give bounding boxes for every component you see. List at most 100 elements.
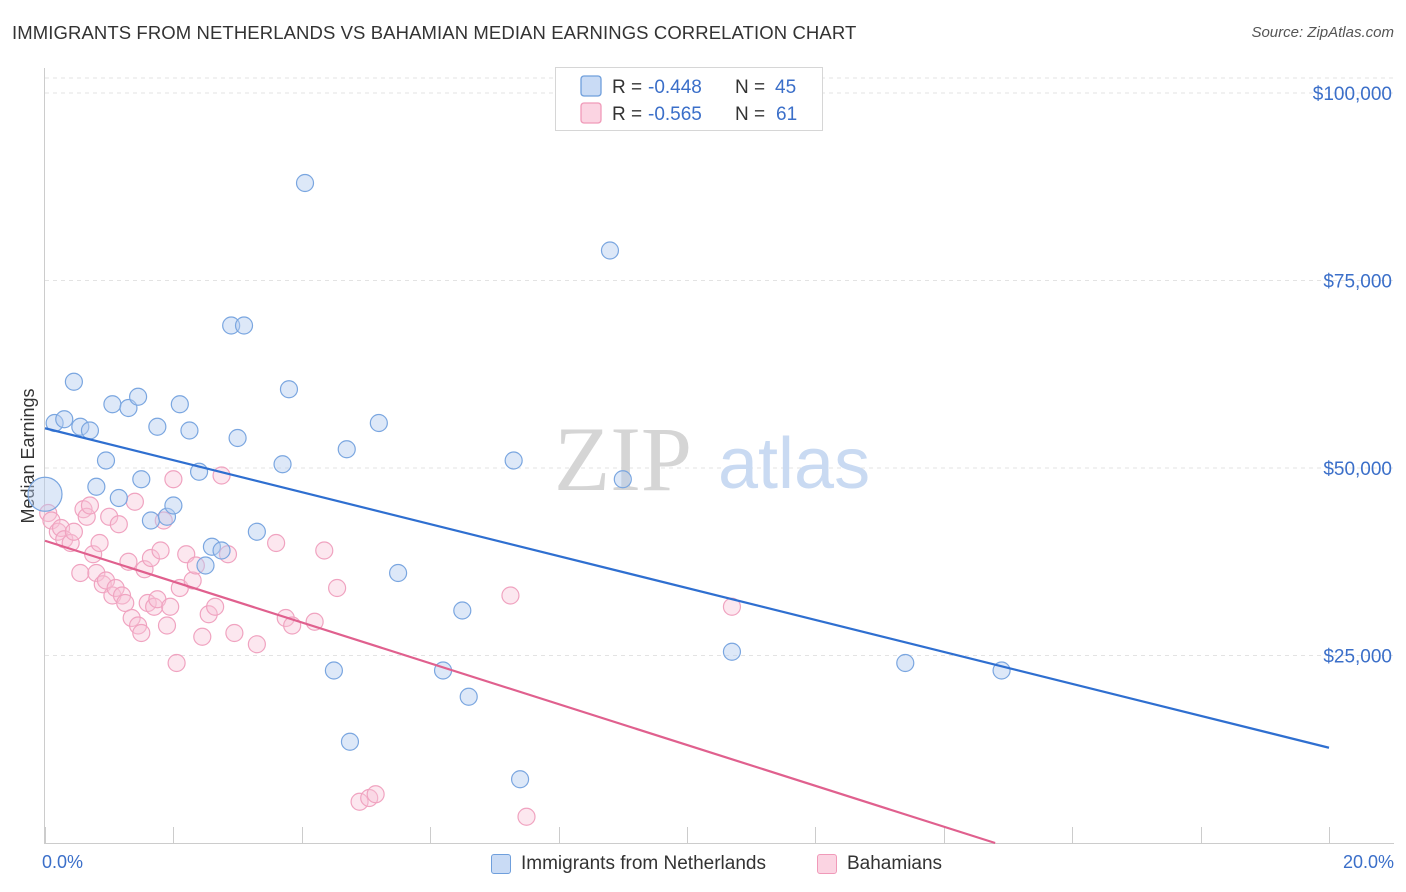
axes bbox=[44, 68, 1394, 844]
trend-line-netherlands bbox=[44, 427, 1330, 749]
legend-r-value-2: -0.565 bbox=[648, 104, 702, 125]
bahamians-point bbox=[71, 563, 90, 583]
bahamians-point bbox=[366, 785, 385, 804]
legend-r-value-1: -0.448 bbox=[648, 77, 702, 98]
bahamians-point bbox=[167, 653, 186, 673]
netherlands-point bbox=[202, 537, 222, 556]
y-tick-label: $75,000 bbox=[1323, 272, 1392, 293]
netherlands-point bbox=[273, 455, 292, 474]
y-axis-title: Median Earnings bbox=[18, 388, 38, 523]
netherlands-point bbox=[164, 496, 183, 515]
bahamians-point bbox=[157, 616, 177, 635]
bahamians-point bbox=[80, 496, 100, 515]
legend-n-label-2: N = bbox=[735, 104, 765, 125]
trend-lines bbox=[44, 427, 1330, 845]
legend-r-label-1: R = bbox=[612, 77, 642, 98]
netherlands-point bbox=[510, 770, 530, 789]
bahamians-point bbox=[161, 597, 180, 616]
netherlands-point bbox=[234, 316, 254, 335]
netherlands-point bbox=[71, 417, 90, 436]
legend-label-bahamians: Bahamians bbox=[847, 853, 943, 874]
netherlands-point bbox=[180, 421, 199, 440]
bahamians-point bbox=[212, 466, 231, 485]
watermark-atlas: atlas bbox=[718, 424, 870, 504]
bahamians-point bbox=[151, 541, 170, 560]
netherlands-point bbox=[27, 476, 63, 512]
y-tick-label: $50,000 bbox=[1323, 459, 1392, 480]
bahamians-point bbox=[77, 507, 96, 526]
bahamians-point bbox=[267, 533, 286, 553]
netherlands-point bbox=[148, 417, 167, 436]
netherlands-point bbox=[389, 563, 408, 583]
bahamians-point bbox=[164, 470, 183, 489]
bahamians-point bbox=[186, 556, 205, 575]
legend-item-bahamians: Bahamians bbox=[817, 853, 942, 875]
netherlands-point bbox=[80, 421, 100, 440]
bahamians-point bbox=[122, 608, 141, 628]
netherlands-point bbox=[896, 653, 915, 673]
legend-swatch-pink bbox=[580, 102, 602, 124]
netherlands-point bbox=[613, 470, 632, 489]
bahamians-point bbox=[90, 533, 109, 553]
bahamians-point bbox=[206, 597, 225, 616]
bahamians-point bbox=[183, 571, 202, 590]
gridlines bbox=[45, 77, 1394, 656]
bahamians-point bbox=[125, 492, 144, 511]
x-axis-ticks bbox=[45, 827, 1330, 843]
bahamians-point bbox=[96, 571, 116, 590]
netherlands-point bbox=[337, 440, 356, 459]
legend-item-netherlands: Immigrants from Netherlands bbox=[491, 853, 766, 875]
netherlands-point bbox=[103, 395, 122, 414]
netherlands-point bbox=[109, 488, 128, 508]
netherlands-point bbox=[157, 507, 177, 526]
netherlands-point bbox=[453, 601, 472, 620]
netherlands-point bbox=[247, 522, 266, 541]
netherlands-point bbox=[228, 428, 247, 448]
netherlands-point bbox=[459, 687, 478, 706]
chart-title: IMMIGRANTS FROM NETHERLANDS VS BAHAMIAN … bbox=[12, 22, 857, 43]
x-tick-label-max: 20.0% bbox=[1343, 852, 1394, 872]
watermark-zip: ZIP bbox=[554, 408, 692, 510]
netherlands-point bbox=[141, 511, 161, 530]
netherlands-point bbox=[212, 541, 231, 560]
bahamians-point bbox=[116, 593, 135, 613]
bahamians-point bbox=[247, 635, 266, 654]
legend-n-value-2: 61 bbox=[776, 104, 797, 125]
legend-swatch-blue bbox=[580, 75, 602, 97]
legend-label-netherlands: Immigrants from Netherlands bbox=[521, 853, 766, 874]
legend-swatch-bahamians bbox=[817, 854, 837, 874]
netherlands-point bbox=[600, 241, 620, 260]
bahamians-point bbox=[225, 623, 244, 643]
netherlands-point bbox=[295, 173, 315, 193]
bahamians-point bbox=[501, 586, 520, 605]
legend-n-value-1: 45 bbox=[775, 77, 796, 98]
bahamians-point bbox=[141, 548, 161, 568]
netherlands-point bbox=[340, 732, 360, 751]
bahamians-point bbox=[42, 511, 61, 530]
bahamians-point bbox=[199, 605, 218, 624]
watermark: ZIP atlas bbox=[554, 408, 870, 510]
netherlands-point bbox=[96, 451, 116, 470]
bahamians-point bbox=[64, 522, 83, 541]
bahamians-point bbox=[193, 627, 212, 646]
bahamians-point bbox=[106, 578, 125, 598]
netherlands-point bbox=[87, 477, 106, 496]
legend-swatch-netherlands bbox=[491, 854, 511, 874]
stats-legend: R = -0.448 N = 45 R = -0.565 N = 61 bbox=[555, 67, 823, 131]
source-attribution: Source: ZipAtlas.com bbox=[1251, 24, 1394, 41]
bahamians-point bbox=[87, 563, 106, 583]
netherlands-point bbox=[722, 642, 742, 661]
y-tick-label: $100,000 bbox=[1313, 84, 1392, 105]
bahamians-point bbox=[315, 541, 334, 560]
y-tick-labels: $25,000 $50,000 $75,000 $100,000 bbox=[1313, 84, 1392, 668]
bahamians-point bbox=[100, 507, 119, 526]
bahamians-point bbox=[350, 792, 369, 811]
x-tick-label-min: 0.0% bbox=[42, 852, 83, 872]
netherlands-point bbox=[279, 380, 299, 399]
series-bahamians-points bbox=[39, 466, 742, 826]
legend-n-label-1: N = bbox=[735, 77, 765, 98]
legend-r-label-2: R = bbox=[612, 104, 642, 125]
netherlands-point bbox=[132, 470, 151, 489]
netherlands-point bbox=[128, 387, 148, 406]
